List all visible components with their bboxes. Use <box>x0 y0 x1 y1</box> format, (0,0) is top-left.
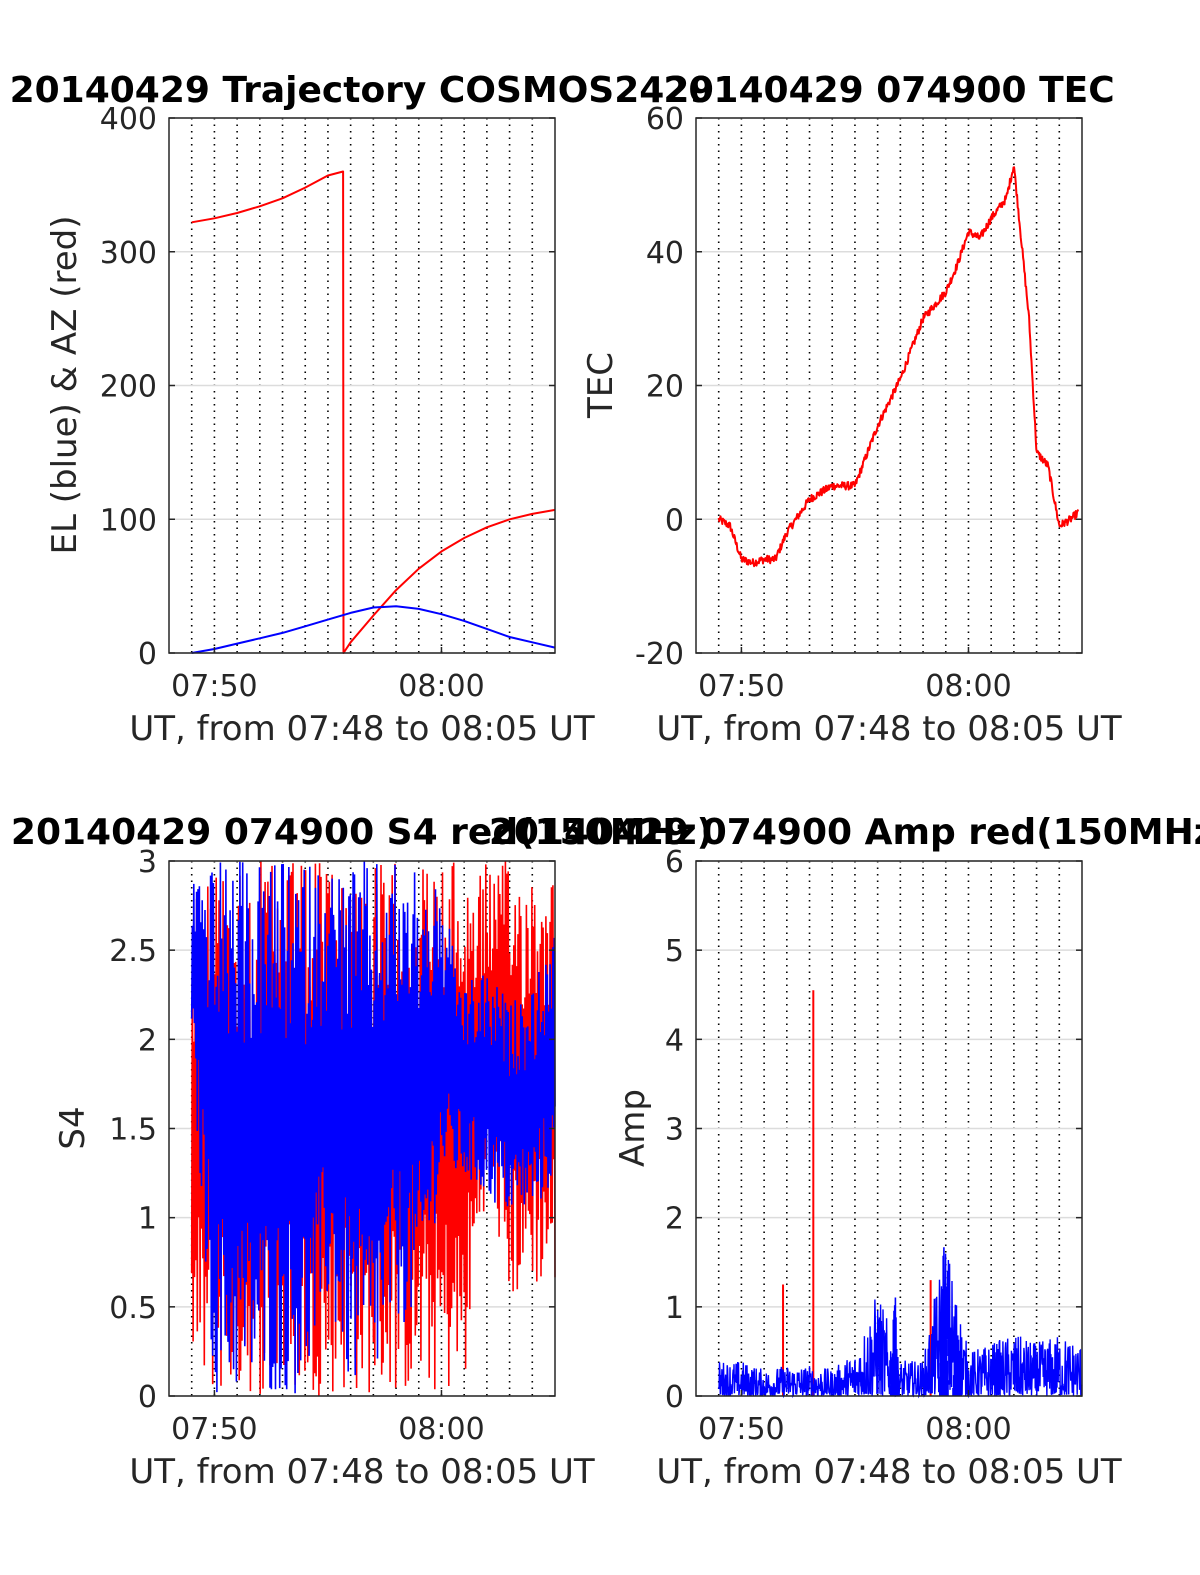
y-axis-label: S4 <box>53 1106 93 1149</box>
x-tick-label: 07:50 <box>171 1412 257 1447</box>
ticks: 0 1 2 3 4 5 6 07:50 08:00 <box>665 845 1082 1447</box>
x-tick-label: 08:00 <box>398 669 484 704</box>
series-line <box>191 170 556 654</box>
x-tick-label: 07:50 <box>698 669 784 704</box>
series-peak <box>952 1335 962 1396</box>
series-peak <box>889 1297 900 1396</box>
x-tick-label: 08:00 <box>925 669 1011 704</box>
y-axis-label: TEC <box>581 352 621 419</box>
panel-amp: 0 1 2 3 4 5 6 07:50 08:00 20140429 074900 Amp re… <box>489 812 1200 1492</box>
y-tick-label: 60 <box>646 102 684 137</box>
chart-title: 20140429 074900 S4 red(150MHz) <box>11 812 713 853</box>
data-series <box>718 990 1083 1399</box>
y-tick-label: 20 <box>646 370 684 405</box>
panel-tec: -20 0 20 40 60 07:50 08:00 20140429 074900 TEC… <box>581 70 1122 749</box>
y-tick-label: 3 <box>665 1113 684 1148</box>
x-tick-label: 08:00 <box>925 1412 1011 1447</box>
x-axis-label: UT, from 07:48 to 08:05 UT <box>656 1452 1122 1492</box>
x-axis-label: UT, from 07:48 to 08:05 UT <box>656 709 1122 749</box>
x-tick-label: 07:50 <box>698 1412 784 1447</box>
y-tick-label: 300 <box>100 236 157 271</box>
y-tick-label: 2.5 <box>109 934 157 969</box>
y-tick-label: -20 <box>635 637 684 672</box>
y-tick-label: 0 <box>138 1380 157 1415</box>
ticks: 0 0.5 1 1.5 2 2.5 3 07:50 08:00 <box>109 845 555 1447</box>
series-line <box>717 166 1080 568</box>
chart-title: 20140429 Trajectory COSMOS2429 <box>10 70 715 111</box>
x-tick-label: 08:00 <box>398 1412 484 1447</box>
series-line <box>190 861 556 1394</box>
y-axis-label: Amp <box>613 1089 653 1167</box>
y-tick-label: 6 <box>665 845 684 880</box>
y-tick-label: 0.5 <box>109 1291 157 1326</box>
y-tick-label: 2 <box>665 1202 684 1237</box>
x-axis-label: UT, from 07:48 to 08:05 UT <box>129 709 595 749</box>
y-tick-label: 0 <box>665 503 684 538</box>
data-series <box>717 166 1080 568</box>
y-tick-label: 5 <box>665 934 684 969</box>
y-tick-label: 3 <box>138 845 157 880</box>
ticks: -20 0 20 40 60 07:50 08:00 <box>635 102 1082 704</box>
y-tick-label: 400 <box>100 102 157 137</box>
chart-title: 20140429 074900 TEC <box>663 70 1114 111</box>
y-axis-label: EL (blue) & AZ (red) <box>45 215 85 554</box>
y-tick-label: 2 <box>138 1023 157 1058</box>
y-tick-label: 1.5 <box>109 1113 157 1148</box>
series-peak <box>939 1247 949 1396</box>
series-line <box>191 605 556 654</box>
y-tick-label: 100 <box>100 503 157 538</box>
y-tick-label: 1 <box>665 1291 684 1326</box>
x-tick-label: 07:50 <box>171 669 257 704</box>
data-series <box>191 170 556 654</box>
y-tick-label: 4 <box>665 1023 684 1058</box>
data-series <box>190 861 556 1396</box>
x-axis-label: UT, from 07:48 to 08:05 UT <box>129 1452 595 1492</box>
ticks: 0 100 200 300 400 07:50 08:00 <box>100 102 555 704</box>
y-tick-label: 200 <box>100 370 157 405</box>
y-tick-label: 1 <box>138 1202 157 1237</box>
panel-s4: 0 0.5 1 1.5 2 2.5 3 07:50 08:00 20140429 074900 … <box>11 812 713 1492</box>
y-tick-label: 0 <box>138 637 157 672</box>
y-tick-label: 40 <box>646 236 684 271</box>
y-tick-label: 0 <box>665 1380 684 1415</box>
grid-lines <box>696 860 1082 1397</box>
series-line <box>718 1253 1083 1399</box>
chart-title: 20140429 074900 Amp red(150MHz) <box>489 812 1200 853</box>
